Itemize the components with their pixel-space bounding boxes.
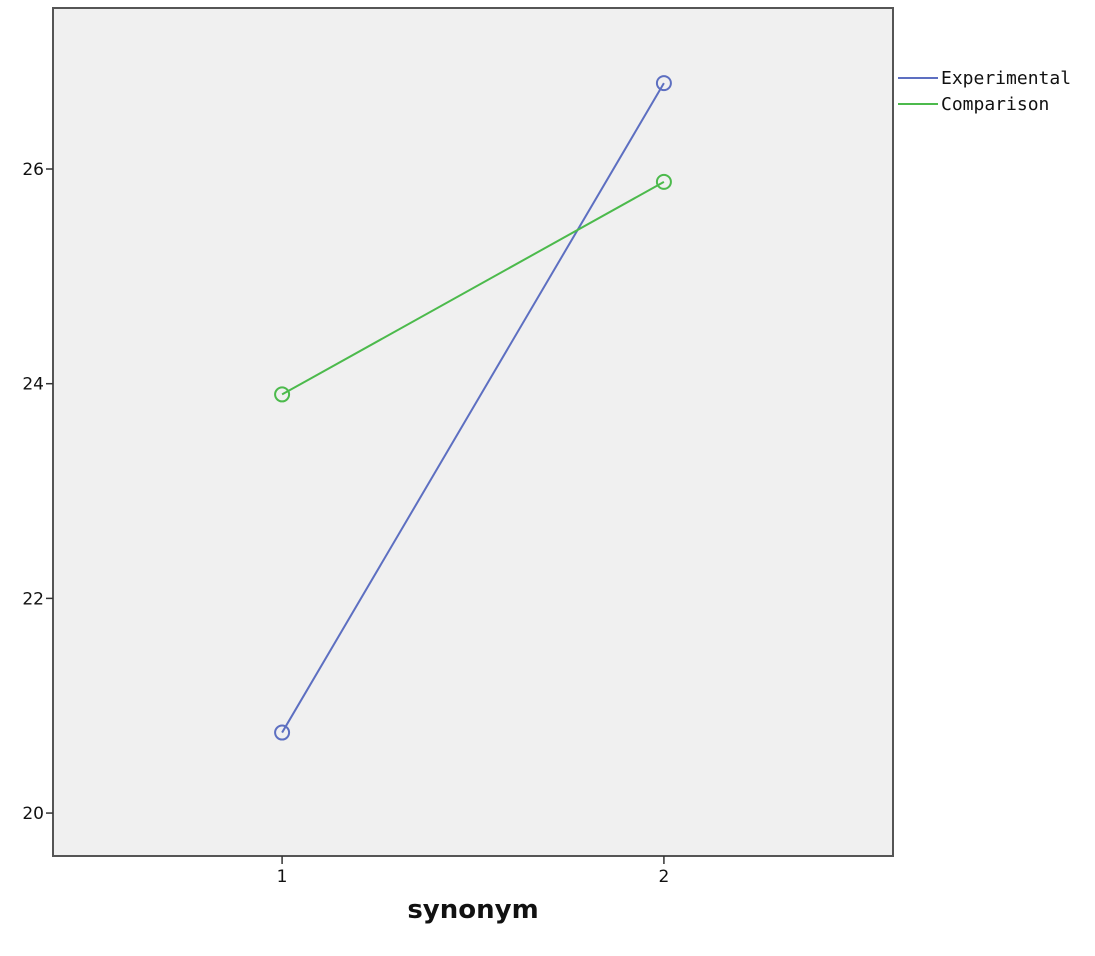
data-point: [274, 386, 291, 403]
series-layer: [274, 75, 672, 741]
series-comparison: [274, 173, 672, 403]
y-axis: 20 22 24 26: [22, 160, 53, 824]
legend-label: Comparison: [941, 94, 1049, 115]
x-tick-label: 1: [277, 867, 288, 887]
data-point: [274, 724, 291, 741]
y-tick-label: 24: [22, 375, 44, 395]
data-point: [655, 173, 672, 190]
y-tick-label: 26: [22, 160, 44, 180]
x-axis-title: synonym: [407, 895, 538, 925]
plot-area: [52, 7, 894, 857]
legend: Experimental Comparison: [898, 68, 1071, 115]
series-experimental: [274, 75, 672, 741]
series-line: [281, 82, 665, 734]
series-line: [281, 181, 665, 396]
legend-label: Experimental: [941, 68, 1071, 89]
y-tick-label: 20: [22, 804, 44, 824]
data-point: [655, 75, 672, 92]
x-tick-label: 2: [658, 867, 669, 887]
y-tick-label: 22: [22, 589, 44, 609]
